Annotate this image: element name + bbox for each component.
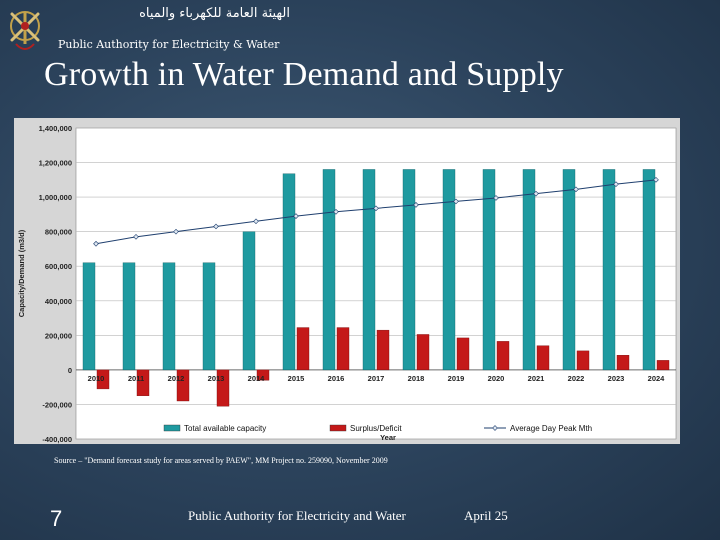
capacity-bar: [522, 169, 536, 371]
water-demand-chart: 1,400,000 1,200,000 1,000,000 800,000 600,00…: [17, 124, 677, 444]
capacity-bar: [442, 169, 456, 371]
surplus-bar: [296, 327, 310, 371]
x-tick-label: 2019: [448, 374, 465, 383]
slide-number: 7: [50, 506, 63, 531]
org-name-english: Public Authority for Electricity & Water: [58, 38, 280, 51]
x-tick-label: 2023: [608, 374, 625, 383]
capacity-bar: [362, 169, 376, 371]
x-tick-label: 2017: [368, 374, 385, 383]
peak-demand-point: [213, 223, 219, 230]
peak-demand-point: [613, 181, 619, 187]
surplus-bar: [576, 350, 590, 371]
peak-demand-point: [533, 190, 539, 197]
peak-demand-point: [293, 213, 299, 219]
org-name-arabic: الهيئة العامة للكهرباء والمياه: [139, 6, 290, 21]
capacity-bar: [322, 169, 336, 371]
footer-date: April 25: [464, 508, 508, 523]
legend-swatch: [329, 424, 347, 432]
surplus-bar: [96, 369, 110, 390]
capacity-bar: [602, 169, 616, 371]
peak-demand-point: [493, 195, 499, 201]
legend-marker: [492, 425, 498, 431]
surplus-bar: [456, 337, 470, 371]
surplus-bar: [136, 369, 150, 397]
peak-demand-point: [573, 186, 579, 193]
capacity-bar: [242, 231, 256, 371]
y-tick-label: -400,000: [42, 435, 72, 444]
peak-demand-point: [93, 240, 99, 247]
surplus-bar: [256, 369, 270, 381]
surplus-bar: [336, 327, 350, 371]
x-tick-label: 2010: [88, 374, 105, 383]
x-tick-label: 2016: [328, 374, 345, 383]
x-tick-label: 2018: [408, 374, 425, 383]
capacity-bar: [482, 169, 496, 371]
surplus-bar: [656, 360, 670, 371]
legend-label: Surplus/Deficit: [350, 424, 402, 433]
oman-emblem-icon: [10, 11, 40, 50]
capacity-bar: [122, 262, 136, 371]
x-tick-label: 2024: [648, 374, 666, 383]
x-axis-title: Year: [380, 433, 396, 442]
surplus-bar: [376, 329, 390, 371]
source-note: Source – "Demand forecast study for area…: [54, 456, 388, 465]
x-tick-label: 2012: [168, 374, 185, 383]
capacity-bar: [642, 169, 656, 371]
capacity-bar: [282, 173, 296, 371]
capacity-bar: [402, 169, 416, 371]
capacity-bar: [562, 169, 576, 371]
legend-label: Total available capacity: [184, 424, 266, 433]
peak-demand-point: [253, 218, 259, 225]
slide-title: Growth in Water Demand and Supply: [44, 56, 564, 93]
y-tick-label: 1,000,000: [39, 193, 72, 202]
x-tick-label: 2022: [568, 374, 585, 383]
legend-label: Average Day Peak Mth: [510, 424, 592, 433]
peak-demand-point: [413, 202, 419, 208]
footer-organization: Public Authority for Electricity and Wat…: [188, 508, 406, 523]
chart-container: 1,400,000 1,200,000 1,000,000 800,000 600,00…: [14, 118, 680, 444]
peak-demand-point: [173, 228, 179, 235]
peak-demand-point: [653, 177, 659, 183]
legend-swatch: [163, 424, 181, 432]
x-tick-label: 2015: [288, 374, 305, 383]
surplus-bar: [496, 341, 510, 371]
surplus-bar: [536, 345, 550, 371]
y-tick-label: 600,000: [45, 262, 72, 271]
peak-demand-point: [333, 208, 339, 215]
capacity-bar: [202, 262, 216, 371]
y-axis-title: Capacity/Demand (m3/d): [17, 229, 26, 317]
x-tick-label: 2013: [208, 374, 225, 383]
y-tick-label: 400,000: [45, 297, 72, 306]
capacity-bar: [82, 262, 96, 371]
y-tick-label: 800,000: [45, 228, 72, 237]
peak-demand-point: [373, 205, 379, 212]
surplus-bar: [216, 369, 230, 407]
x-tick-label: 2011: [128, 374, 144, 383]
x-tick-label: 2014: [248, 374, 266, 383]
y-tick-label: 0: [68, 366, 72, 375]
y-tick-label: 1,200,000: [39, 159, 72, 168]
y-tick-label: 1,400,000: [39, 124, 72, 133]
surplus-bar: [416, 334, 430, 371]
capacity-bar: [162, 262, 176, 371]
y-tick-label: -200,000: [42, 400, 72, 409]
y-tick-label: 200,000: [45, 331, 72, 340]
surplus-bar: [176, 369, 190, 402]
x-tick-label: 2020: [488, 374, 505, 383]
x-tick-label: 2021: [528, 374, 545, 383]
surplus-bar: [616, 355, 630, 371]
peak-demand-point: [453, 198, 459, 205]
peak-demand-point: [133, 234, 139, 240]
